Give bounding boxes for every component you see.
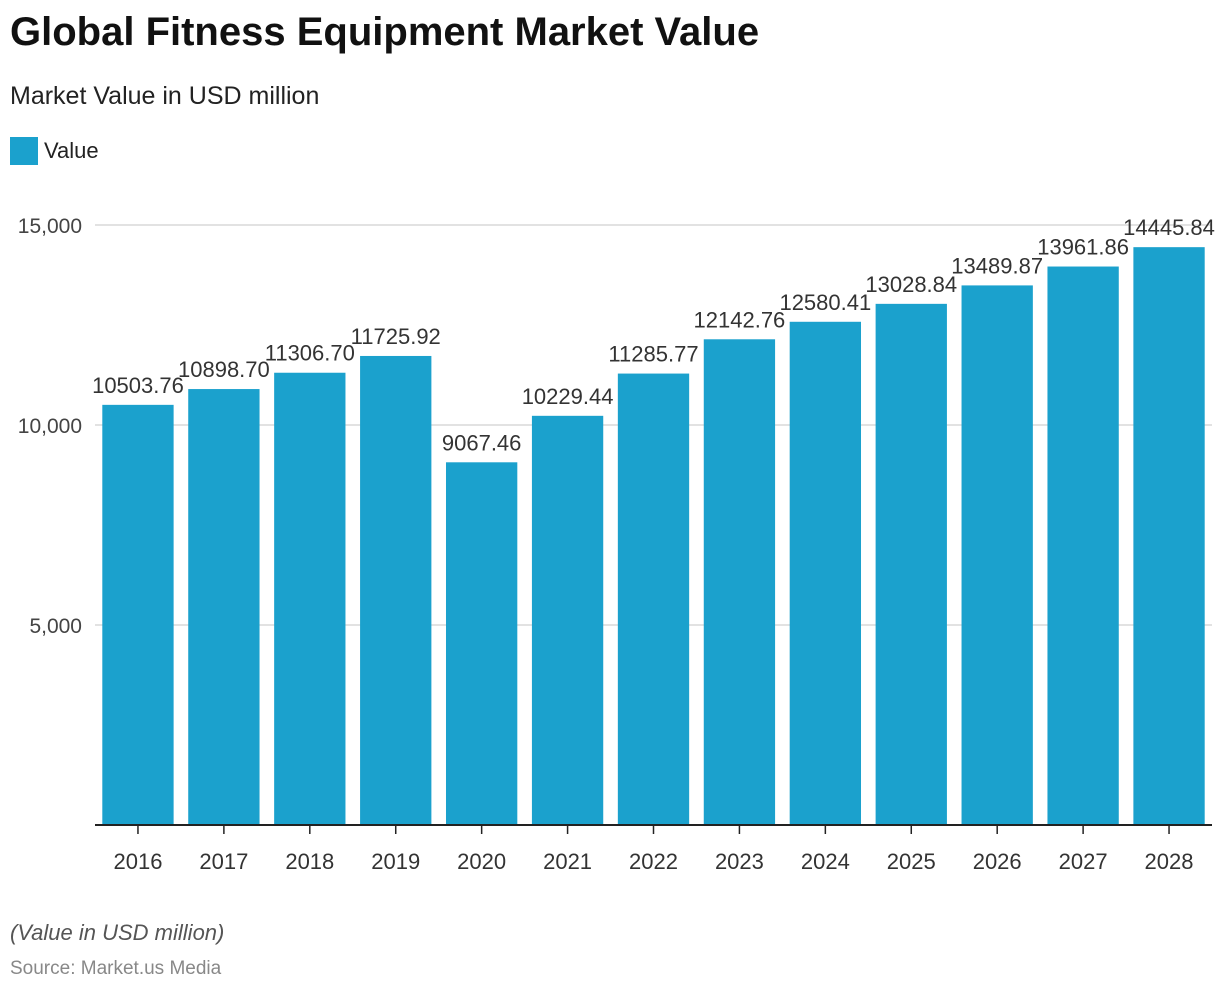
x-tick-label: 2021 — [543, 849, 592, 874]
data-labels: 10503.7610898.7011306.7011725.929067.461… — [92, 215, 1215, 455]
bar — [875, 303, 947, 825]
data-label: 10229.44 — [522, 384, 614, 409]
legend-swatch — [10, 137, 38, 165]
data-label: 14445.84 — [1123, 215, 1215, 240]
bar — [360, 355, 432, 825]
chart-title: Global Fitness Equipment Market Value — [10, 10, 760, 54]
source-text: Source: Market.us Media — [10, 958, 222, 979]
bar — [531, 415, 604, 825]
x-tick-label: 2018 — [285, 849, 334, 874]
data-label: 13961.86 — [1037, 235, 1129, 260]
data-label: 9067.46 — [442, 430, 522, 455]
data-label: 10898.70 — [178, 357, 270, 382]
bar — [789, 321, 862, 825]
y-tick-label: 10,000 — [18, 415, 82, 438]
footer-note: (Value in USD million) — [10, 920, 225, 945]
x-tick-label: 2026 — [973, 849, 1022, 874]
bar — [703, 339, 776, 825]
bar — [188, 389, 260, 825]
x-tick-label: 2023 — [715, 849, 764, 874]
bar — [274, 372, 346, 825]
x-tick-label: 2027 — [1059, 849, 1108, 874]
data-label: 13489.87 — [951, 253, 1043, 278]
data-label: 12142.76 — [694, 307, 786, 332]
data-label: 11306.70 — [265, 341, 355, 366]
data-label: 11725.92 — [351, 324, 441, 349]
bar — [1133, 247, 1205, 826]
x-tick-label: 2028 — [1145, 849, 1194, 874]
data-label: 10503.76 — [92, 373, 184, 398]
legend-label: Value — [44, 138, 99, 163]
y-axis-ticks: 5,000 10,000 15,000 — [18, 215, 82, 638]
x-tick-label: 2024 — [801, 849, 850, 874]
y-tick-label: 5,000 — [29, 615, 82, 638]
bar — [961, 285, 1033, 825]
data-label: 12580.41 — [779, 290, 871, 315]
legend: Value — [10, 137, 99, 165]
data-label: 13028.84 — [865, 272, 957, 297]
data-label: 11285.77 — [608, 342, 698, 367]
x-tick-label: 2016 — [113, 849, 162, 874]
bar — [102, 404, 174, 825]
x-tick-label: 2020 — [457, 849, 506, 874]
x-tick-label: 2019 — [371, 849, 420, 874]
x-tick-label: 2025 — [887, 849, 936, 874]
y-tick-label: 15,000 — [18, 215, 82, 238]
x-tick-label: 2017 — [199, 849, 248, 874]
x-tick-label: 2022 — [629, 849, 678, 874]
chart-subtitle: Market Value in USD million — [10, 82, 320, 110]
bar — [445, 462, 518, 825]
bar — [1047, 266, 1119, 825]
x-axis: 2016 2017 2018 2019 2020 2021 2022 2023 2024 2025… — [95, 824, 1212, 874]
bar — [617, 373, 690, 825]
bars — [102, 247, 1205, 826]
